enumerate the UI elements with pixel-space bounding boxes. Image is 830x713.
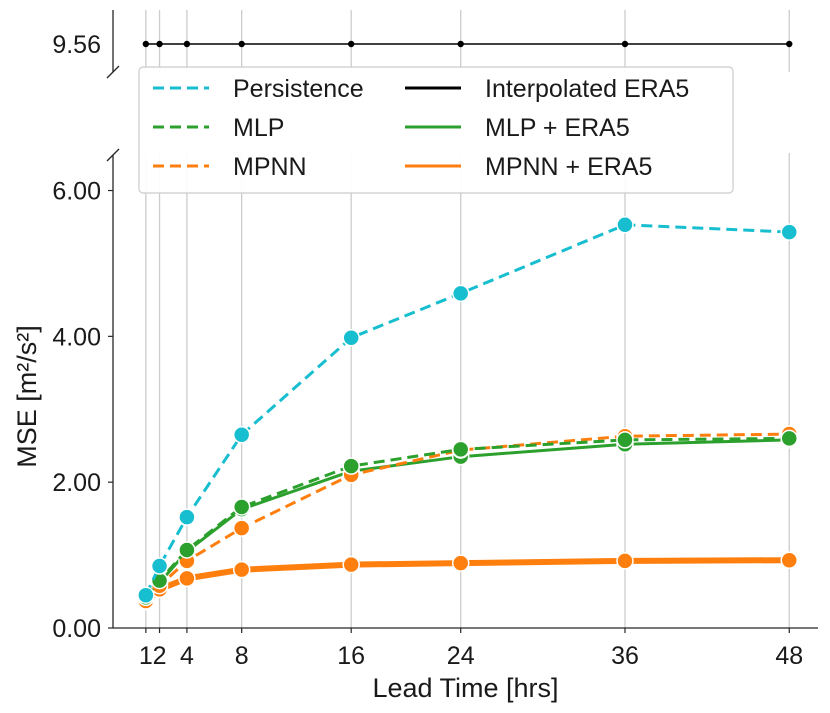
data-point [183, 40, 191, 48]
series-interpolated-era5 [142, 40, 793, 48]
data-point [178, 508, 196, 526]
data-point [178, 541, 196, 559]
data-point [156, 40, 163, 48]
data-point [238, 40, 245, 48]
x-tick-label: 1 [139, 642, 153, 670]
series-layer [137, 40, 799, 611]
data-point [780, 223, 799, 241]
data-point [142, 40, 150, 48]
series-line-mlp [144, 436, 790, 599]
data-point [616, 552, 634, 570]
axis-break-mark [106, 65, 120, 79]
data-point [150, 557, 169, 575]
legend-label-mlp-era5: MLP + ERA5 [485, 114, 630, 142]
series-mlp-era5 [137, 431, 799, 608]
y-tick-label: 2.00 [52, 469, 101, 497]
x-axis-label: Lead Time [hrs] [372, 673, 558, 703]
legend-label-interpolated-era5: Interpolated ERA5 [485, 75, 689, 103]
series-mpnn-era5 [137, 551, 799, 611]
x-tick-label: 8 [235, 642, 249, 670]
y-tick-label: 6.00 [52, 178, 101, 206]
legend-label-mpnn-era5: MPNN + ERA5 [485, 153, 652, 181]
series-line-persistence [144, 223, 790, 596]
x-tick-label: 48 [775, 642, 803, 670]
data-point [137, 586, 155, 604]
data-point [786, 40, 793, 48]
data-point [342, 457, 360, 475]
y-tick-label: 4.00 [52, 323, 101, 351]
data-point [342, 555, 360, 574]
x-tick-label: 4 [180, 642, 194, 670]
x-tick-label: 2 [153, 642, 167, 670]
data-point [232, 560, 251, 579]
data-point [457, 40, 464, 48]
y-axis-label: MSE [m²/s²] [12, 325, 42, 468]
x-tick-label: 24 [447, 642, 475, 670]
legend-box [138, 66, 734, 194]
data-point [232, 519, 251, 537]
legend-label-mpnn: MPNN [233, 153, 307, 181]
data-point [178, 569, 196, 588]
data-point [451, 554, 470, 572]
data-point [232, 498, 251, 516]
legend-label-persistence: Persistence [233, 75, 364, 103]
y-tick-label-upper: 9.56 [52, 31, 101, 59]
data-point [616, 216, 634, 234]
legend-label-mlp: MLP [233, 114, 284, 142]
data-point [780, 429, 799, 448]
data-point [616, 431, 634, 449]
data-point [342, 329, 360, 347]
data-point [621, 40, 629, 48]
data-point [232, 426, 251, 444]
data-point [780, 551, 799, 569]
axis-break-mark [106, 148, 120, 162]
x-tick-label: 36 [611, 642, 639, 670]
legend-layer: Persistence MLP MPNN Interpolated ERA5 MLP +… [138, 66, 734, 194]
data-point [347, 40, 355, 48]
series-persistence [137, 216, 799, 604]
data-point [451, 440, 470, 459]
data-point [451, 284, 470, 303]
y-tick-label: 0.00 [52, 615, 101, 643]
x-tick-label: 16 [337, 642, 365, 670]
